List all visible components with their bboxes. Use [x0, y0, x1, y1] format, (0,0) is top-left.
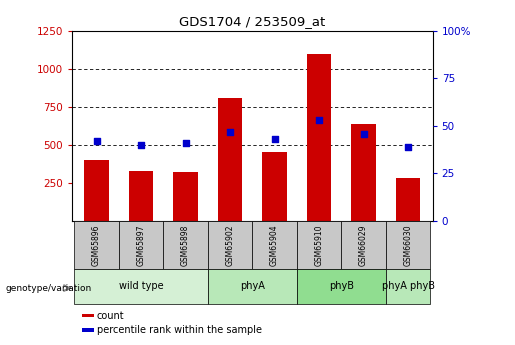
- Text: wild type: wild type: [119, 282, 163, 291]
- Point: [137, 142, 145, 148]
- Bar: [174, 172, 198, 221]
- Text: phyA: phyA: [240, 282, 265, 291]
- Point: [315, 117, 323, 123]
- Point: [93, 138, 101, 144]
- Bar: [297, 221, 341, 269]
- Text: GSM65902: GSM65902: [226, 224, 235, 266]
- Point: [270, 136, 279, 142]
- Text: GSM66030: GSM66030: [404, 224, 413, 266]
- Bar: [119, 221, 163, 269]
- Bar: [208, 269, 297, 304]
- Bar: [84, 160, 109, 221]
- Point: [404, 144, 412, 150]
- Text: GSM65904: GSM65904: [270, 224, 279, 266]
- Bar: [129, 171, 153, 221]
- Point: [226, 129, 234, 135]
- Text: phyB: phyB: [329, 282, 354, 291]
- Bar: [218, 98, 243, 221]
- Bar: [208, 221, 252, 269]
- Point: [359, 131, 368, 136]
- Bar: [386, 269, 431, 304]
- Bar: [396, 178, 420, 221]
- Text: count: count: [97, 311, 125, 321]
- Text: GSM65896: GSM65896: [92, 224, 101, 266]
- Text: GSM65898: GSM65898: [181, 224, 190, 266]
- Bar: [351, 124, 376, 221]
- Bar: [74, 221, 119, 269]
- Text: GSM65897: GSM65897: [136, 224, 146, 266]
- Bar: [307, 54, 331, 221]
- Bar: [297, 269, 386, 304]
- Bar: [74, 269, 208, 304]
- Bar: [163, 221, 208, 269]
- Bar: [386, 221, 431, 269]
- Text: GSM65910: GSM65910: [315, 224, 323, 266]
- Title: GDS1704 / 253509_at: GDS1704 / 253509_at: [179, 16, 325, 29]
- Point: [181, 140, 190, 146]
- Text: phyA phyB: phyA phyB: [382, 282, 435, 291]
- Text: GSM66029: GSM66029: [359, 224, 368, 266]
- Bar: [252, 221, 297, 269]
- Bar: [262, 152, 287, 221]
- Bar: [341, 221, 386, 269]
- Text: genotype/variation: genotype/variation: [5, 284, 91, 293]
- Text: percentile rank within the sample: percentile rank within the sample: [97, 325, 262, 335]
